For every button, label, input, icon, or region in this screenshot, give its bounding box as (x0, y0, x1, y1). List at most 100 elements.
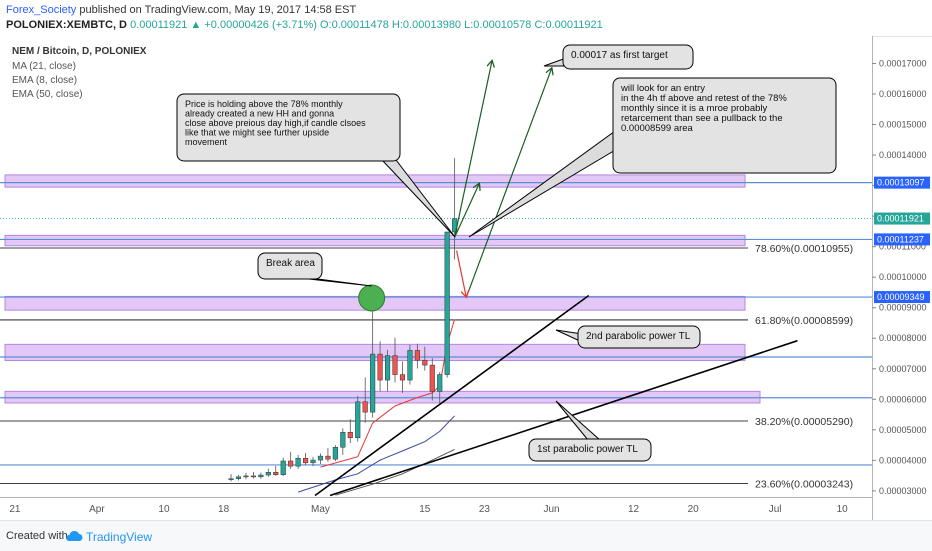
entry-callout-text-line: retarcement than see a pullback to the (621, 113, 783, 124)
candle[interactable] (414, 343, 420, 369)
candle[interactable] (437, 372, 443, 404)
y-tick-label: 0.00010000 (879, 272, 927, 282)
y-tick-label: 0.00006000 (879, 394, 927, 404)
candle[interactable] (377, 341, 383, 392)
candle-body (422, 359, 428, 366)
tl2-callout-text-line: 2nd parabolic power TL (586, 331, 691, 342)
price-chart[interactable]: 78.60%(0.00010955) 61.80%(0.00008599) 38.2… (0, 36, 932, 520)
candle-body (295, 457, 301, 467)
projection-arrow-long[interactable] (454, 61, 492, 238)
candle[interactable] (347, 419, 353, 443)
resistance-zone[interactable] (4, 174, 746, 188)
candle[interactable] (250, 471, 256, 479)
candle[interactable] (258, 472, 264, 479)
price-holding-callout-box (176, 93, 401, 162)
tl1-callout[interactable]: 1st parabolic power TL (528, 400, 652, 462)
candle[interactable] (444, 231, 450, 378)
candle[interactable] (295, 454, 301, 469)
candle[interactable] (422, 346, 428, 371)
candle[interactable] (332, 445, 338, 461)
candle-body (340, 432, 346, 448)
indicator-line[interactable] (335, 448, 455, 496)
price-holding-callout-text-line: like that we might see further upside (185, 127, 329, 137)
first-target-callout[interactable]: 0.00017 as first target (543, 44, 694, 70)
resistance-zone[interactable] (4, 234, 746, 247)
price-label: 0.00009349 (874, 291, 930, 304)
legend-title: NEM / Bitcoin, D, POLONIEX (12, 46, 147, 57)
entry-callout-box (612, 77, 837, 174)
candle-body (362, 401, 368, 413)
candle[interactable] (325, 447, 331, 462)
break-area-circle[interactable] (358, 284, 386, 312)
candle[interactable] (399, 361, 406, 393)
price-label-bg (874, 176, 930, 189)
candle-body (228, 478, 234, 480)
candle[interactable] (280, 457, 286, 476)
candle[interactable] (288, 451, 294, 469)
candle[interactable] (317, 453, 324, 465)
candle[interactable] (362, 377, 368, 423)
candle-body (310, 459, 316, 464)
resistance-zone[interactable] (4, 390, 761, 404)
y-tick-label: 0.00004000 (879, 455, 927, 465)
candle-body (303, 457, 309, 464)
price-label-bg (874, 291, 930, 304)
candle-body (243, 475, 249, 478)
price-label-text: 0.00011921 (877, 214, 924, 224)
price-holding-callout-text-line: already created a new HH and gonna (185, 108, 334, 118)
entry-callout-text-line: will look for an entry (620, 83, 705, 94)
y-tick-label: 0.00014000 (879, 150, 927, 160)
candle[interactable] (265, 468, 271, 477)
candle-body (444, 231, 450, 375)
candle[interactable] (310, 456, 316, 467)
candle-body (429, 364, 435, 392)
candle-body (250, 475, 256, 478)
ohlc-line: POLONIEX:XEMBTC, D 0.00011921 ▲ +0.00000… (6, 19, 603, 31)
candle[interactable] (228, 474, 234, 482)
tl2-callout-box (577, 325, 701, 349)
candle-body (392, 355, 398, 375)
candle[interactable] (392, 337, 398, 383)
publish-line: Forex_Society published on TradingView.c… (6, 4, 356, 16)
y-tick-label: 0.00015000 (879, 120, 927, 130)
tl2-callout[interactable]: 2nd parabolic power TL (555, 325, 701, 349)
break-area-callout[interactable]: Break area (257, 252, 372, 287)
candle[interactable] (235, 475, 242, 481)
candle[interactable] (303, 453, 309, 465)
legend-ema8[interactable]: EMA (8, close) (12, 75, 78, 86)
trendline-1st-parabolic[interactable] (329, 339, 798, 497)
x-tick-label: 12 (628, 504, 640, 515)
candle-body (317, 455, 324, 461)
x-tick-label: Apr (89, 504, 105, 515)
tradingview-brand-link[interactable]: TradingView (86, 530, 153, 544)
candle[interactable] (340, 428, 346, 455)
candle[interactable] (429, 358, 435, 401)
candle-body (377, 353, 383, 381)
projection-arrow-retest[interactable] (466, 69, 552, 297)
legend-ema50[interactable]: EMA (50, close) (12, 89, 83, 100)
y-tick-label: 0.00016000 (879, 89, 927, 99)
price-label: 0.00011921 (874, 212, 930, 225)
author-link[interactable]: Forex_Society (6, 4, 77, 16)
price-label: 0.00011237 (874, 233, 930, 246)
candle[interactable] (273, 465, 279, 476)
ohlc-values: 0.00011921 ▲ +0.00000426 (+3.71%) O:0.00… (130, 19, 603, 31)
candle[interactable] (370, 306, 376, 418)
projection-arrow-short[interactable] (454, 184, 479, 238)
candle[interactable] (355, 395, 361, 442)
indicator-line[interactable] (297, 415, 455, 493)
first-target-callout-box (562, 44, 694, 70)
price-holding-callout[interactable]: Price is holding above the 78% monthlyal… (176, 93, 456, 238)
candle[interactable] (384, 349, 391, 392)
legend-ma[interactable]: MA (21, close) (12, 61, 76, 72)
candle[interactable] (407, 344, 413, 385)
candle[interactable] (243, 472, 249, 480)
y-tick-label: 0.00005000 (879, 425, 927, 435)
tl1-callout-text-line: 1st parabolic power TL (537, 444, 638, 455)
candle-body (265, 472, 271, 476)
trendline-2nd-parabolic[interactable] (314, 294, 590, 497)
pullback-arrow[interactable] (456, 250, 466, 297)
y-tick-label: 0.00003000 (879, 486, 927, 496)
footer: Created with TradingView (0, 520, 932, 551)
